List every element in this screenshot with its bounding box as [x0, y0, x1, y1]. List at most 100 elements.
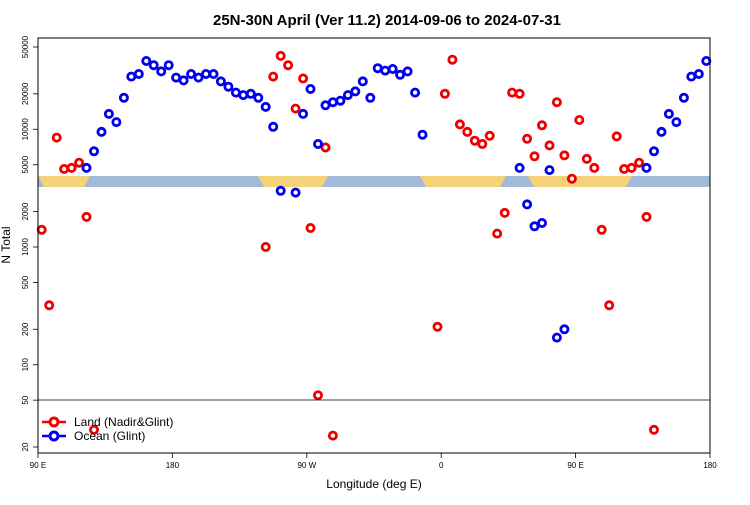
y-axis-ticks: 20 50 100 200 500 1000 2000 5000 10000 20000 50000	[21, 35, 38, 451]
data-point-ocean	[96, 126, 107, 137]
data-point-land	[611, 131, 622, 142]
data-point-ocean	[312, 138, 323, 149]
world-map-band	[38, 176, 710, 187]
data-point-land	[522, 133, 533, 144]
y-tick-label: 200	[21, 322, 30, 336]
y-tick-label: 20	[21, 442, 30, 451]
data-point-land	[298, 73, 309, 84]
legend-ocean-label: Ocean (Glint)	[74, 429, 145, 443]
data-point-ocean	[111, 117, 122, 128]
data-point-land	[81, 211, 92, 222]
data-point-land	[551, 97, 562, 108]
data-point-ocean	[290, 187, 301, 198]
y-tick-label: 100	[21, 357, 30, 371]
data-point-ocean	[387, 64, 398, 75]
data-point-ocean	[380, 65, 391, 76]
data-point-ocean	[141, 56, 152, 67]
data-point-land	[529, 151, 540, 162]
data-point-ocean	[238, 90, 249, 101]
x-axis-ticks: 90 E 180 90 W 0 90 E 180	[30, 453, 717, 470]
data-point-ocean	[186, 69, 197, 80]
data-point-land	[619, 163, 630, 174]
x-tick-label: 180	[703, 461, 717, 470]
data-point-ocean	[163, 60, 174, 71]
data-point-land	[544, 140, 555, 151]
data-point-land	[447, 54, 458, 65]
data-point-ocean	[223, 81, 234, 92]
data-point-ocean	[357, 76, 368, 87]
map-band-land	[420, 176, 506, 187]
chart-title: 25N-30N April (Ver 11.2) 2014-09-06 to 2…	[213, 12, 561, 29]
y-tick-label: 50	[21, 395, 30, 404]
data-point-ocean	[342, 90, 353, 101]
data-point-land	[507, 87, 518, 98]
data-point-ocean	[350, 86, 361, 97]
data-point-land	[634, 157, 645, 168]
data-point-land	[312, 390, 323, 401]
data-point-ocean	[551, 332, 562, 343]
data-point-ocean	[559, 324, 570, 335]
legend-item-ocean: Ocean (Glint)	[42, 429, 145, 443]
y-tick-label: 2000	[21, 202, 30, 220]
x-tick-label: 90 W	[297, 461, 316, 470]
data-point-ocean	[103, 108, 114, 119]
map-band-land	[38, 176, 90, 187]
data-point-ocean	[208, 69, 219, 80]
data-point-ocean	[193, 72, 204, 83]
map-band-land	[528, 176, 632, 187]
data-point-ocean	[148, 60, 159, 71]
y-tick-label: 20000	[21, 82, 30, 105]
data-point-land	[559, 150, 570, 161]
data-point-ocean	[118, 92, 129, 103]
y-tick-label: 1000	[21, 238, 30, 256]
data-point-land	[290, 103, 301, 114]
data-point-land	[469, 135, 480, 146]
x-tick-label: 180	[166, 461, 180, 470]
data-point-ocean	[305, 84, 316, 95]
data-point-land	[626, 162, 637, 173]
legend-land-marker	[48, 416, 60, 428]
data-point-land	[51, 132, 62, 143]
data-point-ocean	[641, 162, 652, 173]
data-point-land	[574, 115, 585, 126]
data-point-land	[589, 162, 600, 173]
data-point-ocean	[133, 69, 144, 80]
data-point-land	[454, 119, 465, 130]
data-point-land	[320, 142, 331, 153]
data-point-ocean	[671, 117, 682, 128]
data-point-ocean	[701, 56, 712, 67]
data-point-land	[484, 130, 495, 141]
legend-ocean-marker	[48, 430, 60, 442]
data-point-land	[566, 173, 577, 184]
y-tick-label: 50000	[21, 35, 30, 58]
legend-item-land: Land (Nadir&Glint)	[42, 415, 173, 429]
data-point-ocean	[215, 76, 226, 87]
x-tick-label: 90 E	[30, 461, 46, 470]
data-point-land	[327, 430, 338, 441]
data-point-land	[641, 211, 652, 222]
data-point-land	[260, 241, 271, 252]
data-point-land	[305, 222, 316, 233]
data-point-ocean	[335, 95, 346, 106]
data-point-ocean	[245, 88, 256, 99]
data-point-ocean	[678, 92, 689, 103]
data-point-land	[44, 300, 55, 311]
data-point-ocean	[178, 75, 189, 86]
data-point-ocean	[395, 69, 406, 80]
data-point-land	[462, 126, 473, 137]
data-point-land	[275, 50, 286, 61]
data-point-land	[649, 424, 660, 435]
data-point-ocean	[365, 92, 376, 103]
data-point-ocean	[417, 129, 428, 140]
data-point-ocean	[275, 185, 286, 196]
data-point-land	[514, 88, 525, 99]
data-point-land	[66, 162, 77, 173]
data-point-ocean	[81, 162, 92, 173]
data-point-land	[74, 157, 85, 168]
data-point-land	[581, 153, 592, 164]
data-point-land	[596, 224, 607, 235]
data-point-ocean	[522, 199, 533, 210]
x-tick-label: 0	[439, 461, 444, 470]
data-point-ocean	[656, 126, 667, 137]
